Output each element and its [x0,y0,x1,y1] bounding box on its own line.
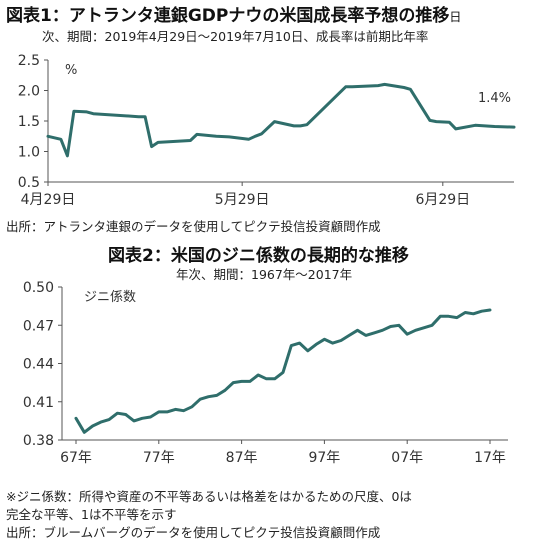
chart1-y-tick-label: 0.5 [18,175,40,191]
chart1-annotation: 1.4% [478,91,511,106]
chart2-x-tick-label: 67年 [60,450,92,466]
chart2-x-tick-label: 97年 [308,450,340,466]
chart1-y-tick-label: 2.5 [18,53,40,69]
chart2-unit-label: ジニ係数 [84,290,136,305]
chart2-subtitle: 年次、期間：1967年～2017年 [176,267,353,282]
chart1-x-tick-label: 5月29日 [215,192,270,208]
chart1-source: 出所：アトランタ連銀のデータを使用してピクテ投信投資顧問作成 [6,219,381,234]
chart2-series-line [74,308,492,434]
chart2-note-line1: ※ジニ係数：所得や資産の不平等あるいは格差をはかるための尺度、0は [6,489,412,504]
chart2-y-tick-label: 0.44 [23,357,54,373]
chart1-title-main: 図表1：アトランタ連銀GDPナウの米国成長率予想の推移 [6,6,450,26]
chart1-title-suffix: 日 [449,10,462,24]
chart2-x-tick-label: 87年 [226,450,258,466]
chart1-series-line [46,82,516,158]
chart2-y-tick-label: 0.38 [23,433,54,449]
chart2-y-tick-label: 0.47 [23,318,54,334]
chart2-x-tick-label: 17年 [474,450,506,466]
chart1-x-tick-label: 4月29日 [21,192,76,208]
chart2-note-line2: 完全な平等、1は不平等を示す [6,507,177,522]
chart1-title: 図表1：アトランタ連銀GDPナウの米国成長率予想の推移日 [6,1,461,26]
chart2-y-tick-label: 0.41 [23,395,54,411]
chart1-y-tick-label: 1.5 [18,114,40,130]
chart2-source: 出所：ブルームバーグのデータを使用してピクテ投信投資顧問作成 [6,525,381,540]
chart1-unit-label: % [65,63,77,78]
chart2-y-tick-label: 0.50 [23,280,54,296]
chart1-y-tick-label: 1.0 [18,145,40,161]
chart2-x-tick-label: 07年 [391,450,423,466]
chart2-plot: 0.50 0.47 0.44 0.41 0.38 67年 77年 87年 97年 07年 17年 ジニ… [23,280,508,466]
chart1-y-tick-label: 2.0 [18,84,40,100]
chart1-x-tick-label: 6月29日 [415,192,470,208]
chart2-title: 図表2：米国のジニ係数の長期的な推移 [108,246,409,266]
chart2-x-tick-label: 77年 [143,450,175,466]
chart1-subtitle: 次、期間：2019年4月29日～2019年7月10日、成長率は前期比年率 [42,29,429,44]
